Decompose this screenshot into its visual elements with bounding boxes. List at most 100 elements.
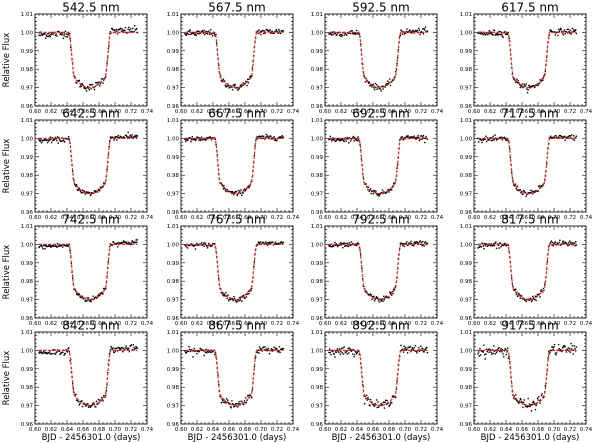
data-point (116, 30, 118, 32)
y-tick-label: 1.00 (460, 348, 473, 354)
data-point (494, 353, 496, 355)
data-point (542, 396, 545, 399)
x-tick-label: 0.62 (484, 321, 496, 327)
data-point (495, 137, 497, 139)
data-point (84, 300, 86, 302)
data-point (253, 260, 256, 263)
data-point (71, 170, 74, 173)
data-point (81, 189, 84, 191)
data-point (379, 404, 382, 407)
data-point (221, 184, 224, 187)
data-point (342, 139, 345, 142)
data-point (203, 29, 205, 32)
data-point (375, 83, 378, 86)
x-tick-label: 0.68 (532, 321, 545, 327)
data-point (564, 345, 566, 348)
data-point (525, 195, 527, 197)
data-point (571, 348, 573, 350)
data-point (376, 406, 378, 409)
y-axis-ticks (35, 13, 147, 107)
data-point (237, 88, 240, 91)
x-tick-label: 0.68 (383, 215, 396, 221)
data-point (497, 244, 500, 247)
data-point (537, 399, 539, 401)
data-point (263, 30, 265, 32)
data-point (371, 190, 374, 193)
data-point (489, 348, 491, 350)
data-point (334, 140, 337, 143)
data-point (191, 135, 193, 138)
data-point (391, 290, 394, 293)
data-point (492, 135, 494, 138)
data-point (518, 400, 521, 402)
data-point (188, 244, 191, 247)
data-point (543, 75, 545, 77)
data-point (369, 293, 372, 295)
data-point (366, 399, 369, 401)
y-axis-label: Relative Flux (2, 245, 12, 300)
data-point (483, 242, 486, 245)
data-point (507, 347, 509, 349)
y-tick-label: 0.98 (460, 173, 473, 179)
data-point (378, 195, 380, 197)
data-point (206, 245, 208, 247)
data-point (416, 30, 418, 33)
y-tick-label: 0.96 (21, 316, 34, 322)
y-tick-label: 1.00 (167, 136, 180, 142)
data-point (361, 267, 363, 270)
data-point (210, 351, 212, 354)
data-point (479, 347, 481, 350)
data-point (243, 294, 245, 297)
data-point (363, 395, 365, 397)
data-point (237, 406, 239, 408)
data-point (499, 33, 501, 36)
data-point (377, 194, 380, 196)
data-point (270, 32, 272, 35)
data-point (247, 185, 250, 187)
data-point (401, 243, 404, 245)
data-point (282, 241, 285, 244)
data-point (503, 243, 506, 245)
data-point (382, 88, 384, 90)
data-point (105, 394, 107, 396)
data-point (235, 300, 237, 302)
data-point (112, 347, 114, 349)
data-point (503, 355, 505, 358)
data-point (73, 179, 75, 182)
data-point (381, 85, 384, 88)
data-point (86, 86, 88, 89)
y-tick-label: 0.98 (167, 67, 180, 73)
data-point (558, 348, 560, 350)
data-point (354, 139, 357, 141)
data-point (249, 394, 252, 396)
data-point (328, 138, 331, 140)
data-point (477, 247, 479, 249)
data-point (421, 138, 423, 141)
x-tick-label: 0.70 (399, 321, 412, 327)
data-point (368, 81, 370, 83)
data-point (196, 30, 198, 33)
data-point (373, 87, 375, 89)
data-point (68, 245, 70, 247)
data-point (404, 32, 407, 34)
data-point (486, 245, 488, 247)
data-point (540, 185, 543, 187)
data-point (406, 28, 408, 30)
data-point (55, 245, 57, 248)
data-point (245, 401, 248, 404)
data-point (386, 399, 388, 402)
data-point (212, 35, 214, 37)
plot-frame (34, 119, 148, 213)
data-point (87, 406, 90, 409)
data-point (521, 402, 523, 404)
data-point (412, 348, 414, 350)
data-point (533, 402, 535, 404)
data-point (113, 139, 115, 141)
y-axis-label: Relative Flux (2, 139, 12, 194)
data-point (95, 82, 98, 84)
data-point (254, 357, 256, 359)
data-point (377, 406, 380, 408)
data-point (420, 241, 423, 244)
data-point (418, 347, 420, 349)
data-point (262, 241, 265, 244)
